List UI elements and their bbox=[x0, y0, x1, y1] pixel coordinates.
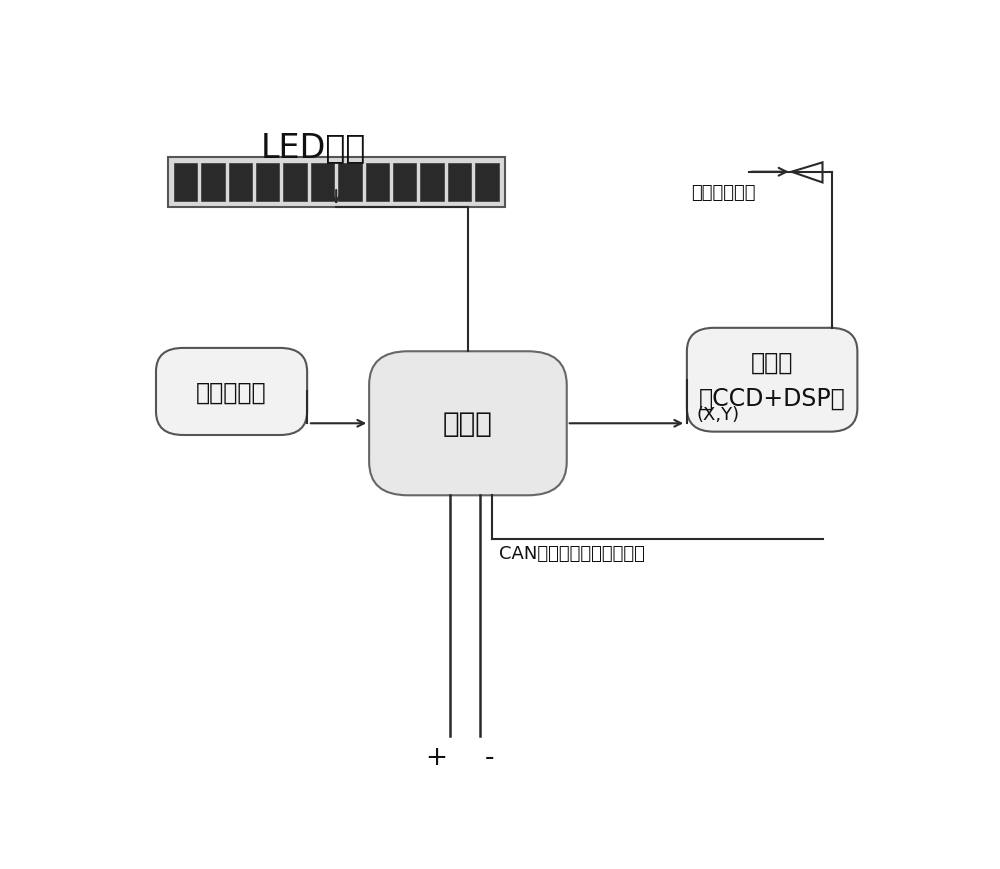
FancyBboxPatch shape bbox=[369, 352, 567, 495]
Bar bbox=[420, 164, 444, 202]
FancyBboxPatch shape bbox=[687, 328, 857, 432]
Bar bbox=[338, 164, 362, 202]
Text: 声音报警系统: 声音报警系统 bbox=[691, 183, 755, 202]
Bar bbox=[475, 164, 499, 202]
FancyBboxPatch shape bbox=[156, 348, 307, 435]
Bar bbox=[174, 164, 197, 202]
Text: 亮度传感器: 亮度传感器 bbox=[196, 380, 267, 404]
Bar bbox=[201, 164, 225, 202]
Bar bbox=[311, 164, 334, 202]
Text: 摄像头
（CCD+DSP）: 摄像头 （CCD+DSP） bbox=[699, 350, 846, 410]
Bar bbox=[283, 164, 307, 202]
Text: +: + bbox=[425, 745, 447, 771]
Text: -: - bbox=[484, 745, 494, 771]
Bar bbox=[448, 164, 471, 202]
Bar bbox=[393, 164, 416, 202]
Bar bbox=[256, 164, 279, 202]
Text: (X,Y): (X,Y) bbox=[696, 405, 739, 423]
Bar bbox=[168, 158, 505, 208]
Text: LED灯组: LED灯组 bbox=[261, 131, 366, 164]
Text: CAN总线，输入车速等信息: CAN总线，输入车速等信息 bbox=[499, 545, 645, 562]
Text: 单片机: 单片机 bbox=[443, 410, 493, 438]
Bar bbox=[366, 164, 389, 202]
Bar bbox=[229, 164, 252, 202]
